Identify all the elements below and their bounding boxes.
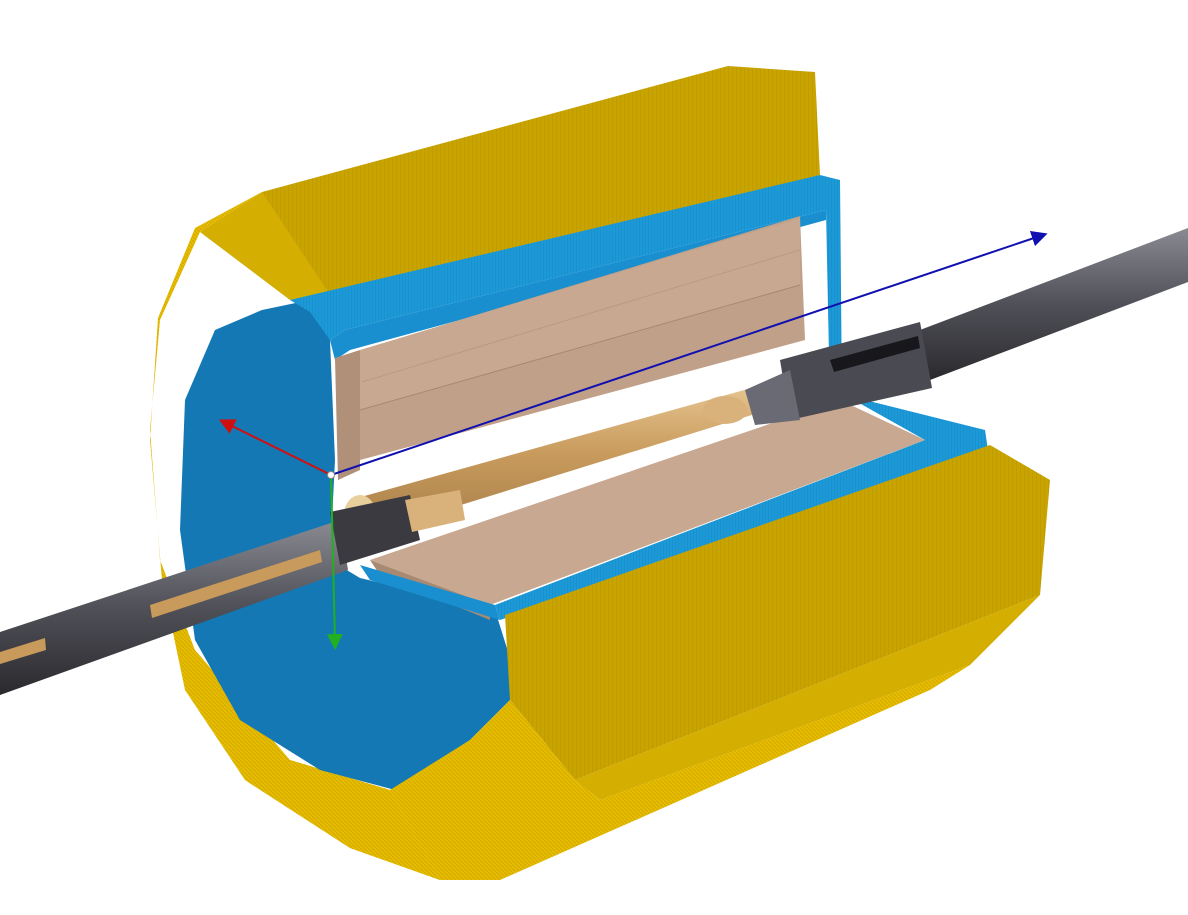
outer-shell-upper	[200, 66, 820, 310]
beam-pipe-right	[703, 228, 1188, 425]
core-block-upper	[335, 216, 805, 480]
outer-shell-endcap	[150, 192, 440, 880]
inner-shield-endcap	[180, 300, 520, 790]
outer-shell-lower	[390, 445, 1050, 880]
axis-y-arrow-icon	[326, 474, 343, 650]
beam-pipe-left	[0, 490, 465, 695]
inner-shield-lower	[360, 395, 988, 620]
axis-z-arrow-icon	[330, 230, 1048, 476]
axis-x-arrow-icon	[218, 419, 332, 476]
coordinate-axes	[218, 230, 1048, 650]
axis-origin	[327, 471, 335, 479]
